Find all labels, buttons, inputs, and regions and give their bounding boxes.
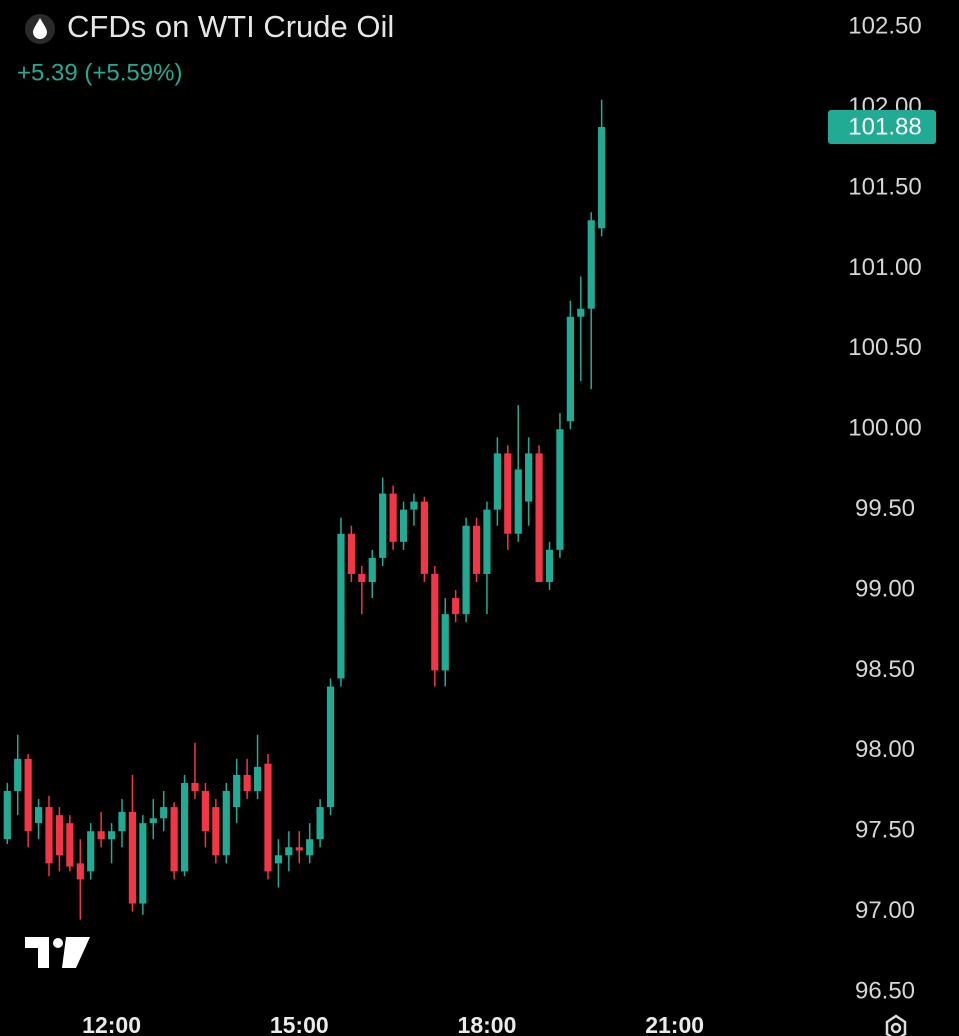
candle-body bbox=[107, 831, 116, 840]
candle-body bbox=[347, 533, 355, 574]
y-tick-label: 100.00 bbox=[848, 415, 921, 442]
candle-body bbox=[452, 598, 460, 615]
candle-body bbox=[66, 823, 74, 867]
candle-body bbox=[149, 818, 157, 824]
candle-body bbox=[295, 847, 303, 851]
last-price-label: 101.88 bbox=[848, 113, 921, 140]
candle-body bbox=[420, 501, 428, 574]
candle-body bbox=[306, 839, 314, 856]
y-tick-label: 99.50 bbox=[855, 495, 915, 522]
candle-body bbox=[34, 807, 43, 824]
candle-body bbox=[577, 308, 585, 317]
candle-body bbox=[118, 811, 126, 832]
candle-body bbox=[483, 509, 491, 574]
candle-body bbox=[160, 807, 168, 819]
candle-body bbox=[128, 811, 137, 904]
y-tick-label: 98.00 bbox=[855, 736, 915, 763]
candle-body bbox=[566, 316, 574, 422]
candle-body bbox=[493, 453, 501, 510]
candle-body bbox=[587, 220, 595, 309]
price-change: +5.39 (+5.59%) bbox=[17, 59, 182, 86]
chart-title: CFDs on WTI Crude Oil bbox=[67, 9, 394, 44]
candle-body bbox=[337, 533, 345, 679]
last-price-box bbox=[828, 110, 936, 145]
x-tick-label: 18:00 bbox=[458, 1012, 517, 1036]
candle-body bbox=[87, 831, 95, 872]
candle-body bbox=[201, 790, 210, 832]
candle-body bbox=[3, 790, 11, 840]
candle-body bbox=[316, 807, 324, 840]
y-tick-label: 98.50 bbox=[855, 656, 915, 683]
candle-body bbox=[598, 127, 606, 229]
candle-body bbox=[514, 469, 522, 534]
y-tick-label: 97.50 bbox=[855, 817, 915, 844]
candle-body bbox=[326, 686, 335, 808]
candle-body bbox=[545, 549, 554, 582]
candle-body bbox=[180, 782, 189, 872]
candle-body bbox=[556, 429, 564, 550]
candle-body bbox=[55, 815, 64, 856]
candle-body bbox=[170, 807, 178, 872]
candle-body bbox=[358, 573, 366, 582]
candle-body bbox=[253, 766, 262, 791]
plot-area bbox=[3, 99, 606, 920]
candle-body bbox=[222, 790, 230, 856]
candle-body bbox=[212, 807, 220, 856]
candle-body bbox=[399, 509, 408, 542]
candle-body bbox=[525, 453, 533, 502]
y-tick-label: 97.00 bbox=[855, 897, 915, 924]
candle-body bbox=[431, 573, 439, 671]
settings-icon[interactable] bbox=[885, 1014, 907, 1036]
candle-body bbox=[410, 501, 418, 510]
candle-body bbox=[379, 493, 387, 558]
candle-body bbox=[97, 831, 105, 840]
candle-body bbox=[243, 774, 251, 791]
candle-body bbox=[45, 807, 53, 864]
candle-body bbox=[389, 493, 397, 542]
candle-body bbox=[535, 453, 543, 582]
y-tick-label: 101.50 bbox=[848, 173, 921, 200]
candle-body bbox=[191, 782, 199, 791]
x-tick-label: 12:00 bbox=[82, 1012, 141, 1036]
candle-body bbox=[285, 847, 293, 856]
candle-body bbox=[139, 823, 147, 904]
candle-body bbox=[233, 774, 241, 808]
candle-body bbox=[441, 614, 449, 671]
candle-body bbox=[504, 453, 512, 534]
candle-body bbox=[472, 525, 481, 574]
candle-body bbox=[462, 525, 470, 615]
drop-icon bbox=[25, 14, 55, 44]
y-tick-label: 101.00 bbox=[848, 254, 921, 281]
candle-body bbox=[264, 763, 272, 872]
y-tick-label: 96.50 bbox=[855, 977, 915, 1004]
candle-body bbox=[76, 863, 84, 880]
y-tick-label: 99.00 bbox=[855, 575, 915, 602]
candle-body bbox=[24, 758, 32, 832]
y-tick-label: 102.50 bbox=[848, 13, 921, 40]
tradingview-logo bbox=[25, 937, 90, 968]
x-tick-label: 21:00 bbox=[645, 1012, 704, 1036]
y-tick-label: 100.50 bbox=[848, 334, 921, 361]
candle-body bbox=[14, 758, 22, 791]
x-tick-label: 15:00 bbox=[270, 1012, 329, 1036]
candle-body bbox=[368, 557, 376, 582]
candle-body bbox=[274, 855, 283, 864]
